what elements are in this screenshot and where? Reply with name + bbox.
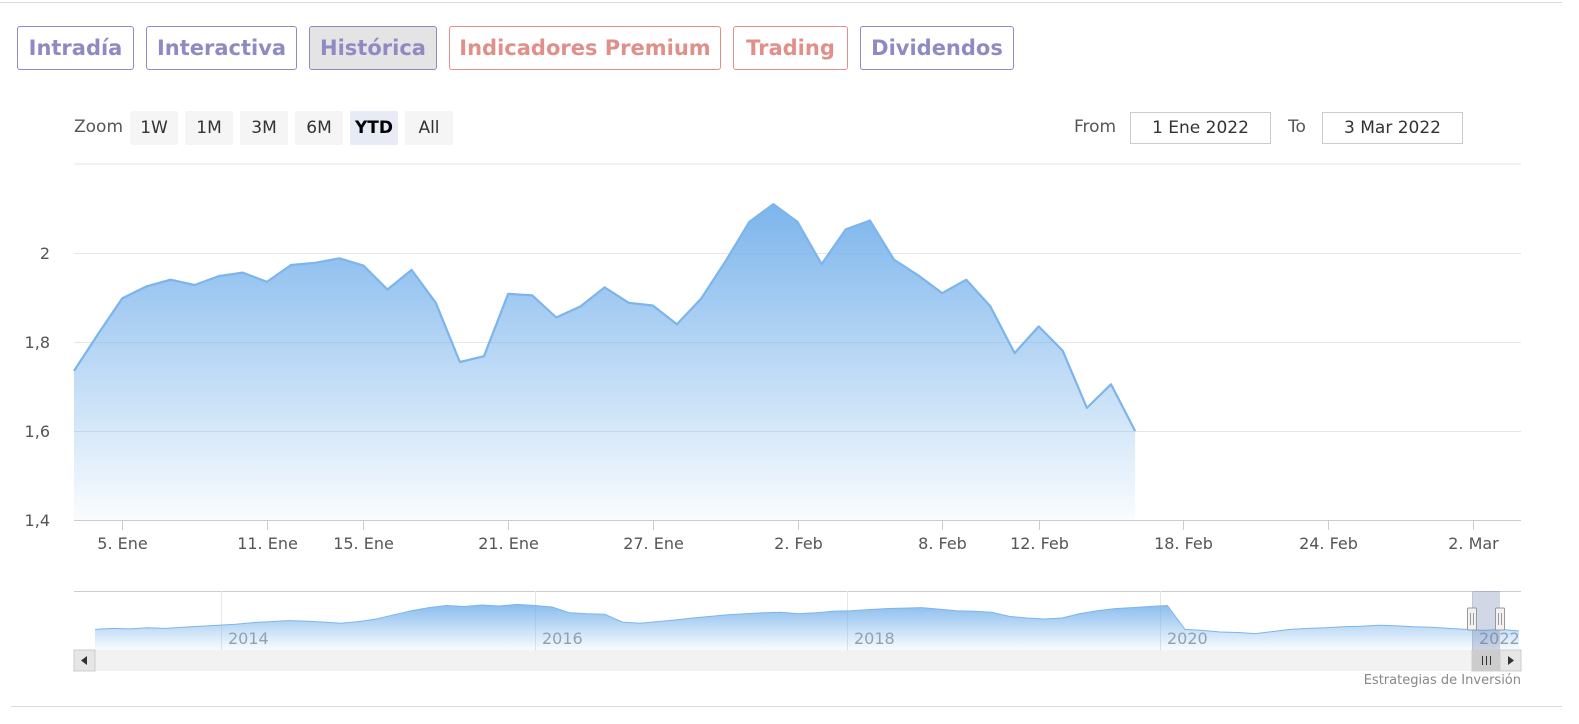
x-axis: 5. Ene 11. Ene 15. Ene 21. Ene 27. Ene 2. Feb…	[97, 520, 1499, 553]
navigator-area	[95, 604, 1519, 650]
tab-interactiva[interactable]: Interactiva	[146, 26, 297, 70]
y-tick-label: 1,6	[25, 422, 50, 441]
from-label: From	[1074, 117, 1117, 137]
zoom-6m-button[interactable]: 6M	[295, 111, 343, 145]
x-tick-label: 27. Ene	[623, 534, 684, 553]
credit-text: Estrategias de Inversión	[1363, 673, 1521, 688]
x-tick-label: 18. Feb	[1154, 534, 1213, 553]
area-fill	[74, 204, 1136, 520]
from-date-input[interactable]	[1130, 112, 1271, 144]
chevron-right-icon	[1508, 656, 1514, 665]
tab-historica[interactable]: Histórica	[309, 26, 437, 70]
x-tick-label: 24. Feb	[1299, 534, 1358, 553]
x-tick-label: 11. Ene	[237, 534, 298, 553]
x-tick-label: 12. Feb	[1010, 534, 1069, 553]
scrollbar-track	[74, 650, 1521, 671]
price-line	[73, 203, 1137, 432]
x-tick-label: 2. Feb	[774, 534, 823, 553]
navigator-left-handle[interactable]	[1467, 607, 1477, 631]
navigator[interactable]: 20142016201820202022	[74, 591, 1521, 650]
zoom-1m-button[interactable]: 1M	[185, 111, 233, 145]
scrollbar-thumb[interactable]	[1471, 649, 1501, 672]
to-date-input[interactable]	[1322, 112, 1463, 144]
tab-indicadores-premium[interactable]: Indicadores Premium	[449, 26, 721, 70]
scrollbar[interactable]	[73, 649, 1522, 672]
y-tick-label: 1,4	[25, 511, 50, 530]
y-tick-label: 1,8	[25, 333, 50, 352]
navigator-right-handle[interactable]	[1495, 607, 1505, 631]
y-tick-label: 2	[40, 244, 50, 263]
x-tick-label: 15. Ene	[333, 534, 394, 553]
y-axis: 1,4 1,6 1,8 2	[25, 244, 50, 530]
bottom-divider	[11, 706, 1562, 707]
to-label: To	[1288, 117, 1306, 137]
zoom-all-button[interactable]: All	[405, 111, 453, 145]
tab-dividendos[interactable]: Dividendos	[860, 26, 1014, 70]
chevron-left-icon	[81, 656, 87, 665]
x-tick-label: 5. Ene	[97, 534, 147, 553]
tab-intradia[interactable]: Intradía	[17, 26, 134, 70]
tab-trading[interactable]: Trading	[733, 26, 848, 70]
x-tick-label: 21. Ene	[478, 534, 539, 553]
scroll-right-button[interactable]	[1499, 649, 1522, 672]
zoom-1w-button[interactable]: 1W	[130, 111, 178, 145]
x-tick-label: 2. Mar	[1448, 534, 1499, 553]
navigator-line	[94, 603, 1520, 635]
x-tick-label: 8. Feb	[918, 534, 967, 553]
zoom-ytd-button[interactable]: YTD	[350, 111, 398, 145]
zoom-label: Zoom	[74, 117, 124, 137]
zoom-3m-button[interactable]: 3M	[240, 111, 288, 145]
price-area	[73, 203, 1137, 520]
scroll-left-button[interactable]	[73, 649, 96, 672]
top-divider	[0, 2, 1562, 3]
